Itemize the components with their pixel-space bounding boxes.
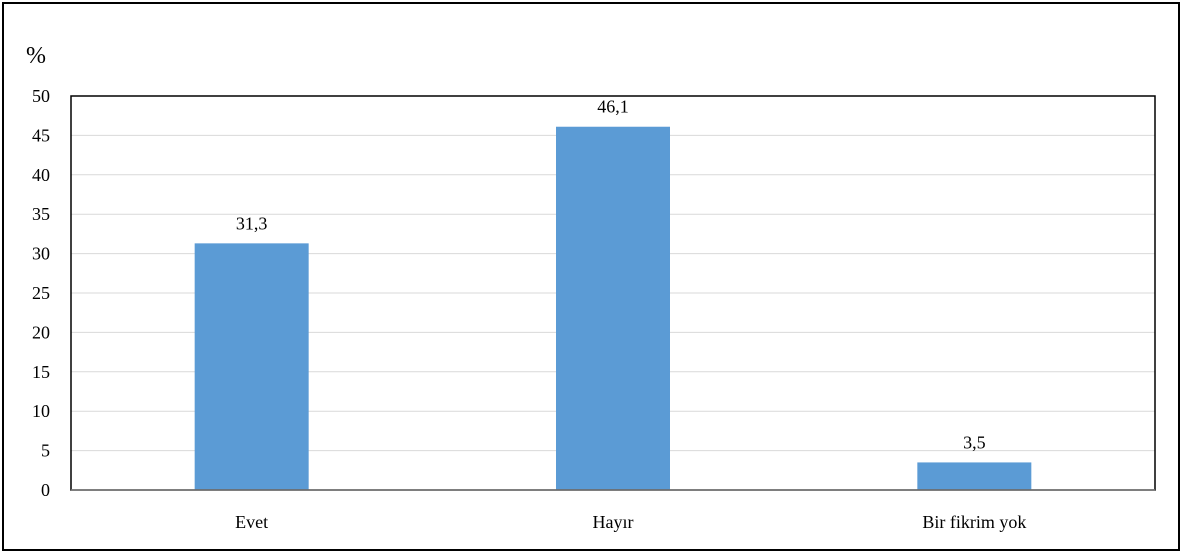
x-category-label: Hayır	[593, 512, 634, 532]
bar-value-label: 46,1	[597, 97, 629, 117]
value-labels: 31,3 46,1 3,5	[236, 97, 986, 453]
bar	[556, 126, 670, 491]
y-tick-label: 15	[32, 362, 50, 382]
y-tick-label: 45	[32, 125, 50, 145]
bar-value-label: 3,5	[963, 432, 986, 452]
bar	[194, 243, 309, 490]
y-tick-label: 30	[32, 244, 50, 264]
y-tick-label: 40	[32, 165, 50, 185]
bars	[194, 126, 1032, 491]
y-tick-label: 20	[32, 322, 50, 342]
y-tick-label: 25	[32, 283, 50, 303]
y-axis-ticks: 0 5 10 15 20 25 30 35 40 45 50	[32, 86, 50, 500]
y-tick-label: 5	[41, 441, 50, 461]
x-axis-categories: Evet Hayır Bir fikrim yok	[235, 512, 1026, 532]
bar	[917, 462, 1032, 490]
axes	[70, 95, 1156, 491]
x-category-label: Bir fikrim yok	[922, 512, 1026, 532]
y-tick-label: 35	[32, 204, 50, 224]
x-category-label: Evet	[235, 512, 268, 532]
y-tick-label: 10	[32, 401, 50, 421]
y-tick-label: 50	[32, 86, 50, 106]
bar-value-label: 31,3	[236, 213, 268, 233]
y-tick-label: 0	[41, 480, 50, 500]
y-axis-unit-label: %	[26, 43, 46, 69]
